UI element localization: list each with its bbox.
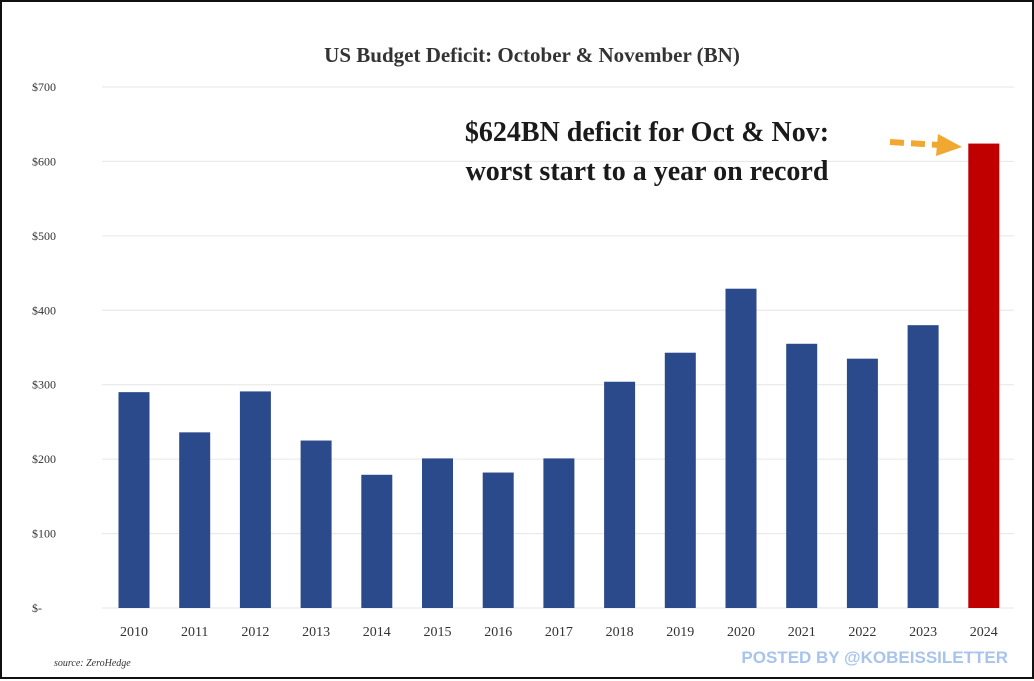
bar-2010 <box>118 392 150 608</box>
bar-2012 <box>239 391 271 608</box>
y-tick-label: $700 <box>32 80 56 94</box>
y-tick-label: $600 <box>32 154 56 168</box>
bar-2018 <box>604 381 636 608</box>
x-axis-ticks: 2010 2011 2012 2013 2014 2015 2016 2017 2018 2019… <box>120 625 998 640</box>
x-tick-label: 2016 <box>484 625 512 640</box>
x-tick-label: 2011 <box>181 625 208 640</box>
x-tick-label: 2017 <box>545 625 573 640</box>
bar-2013 <box>300 440 332 608</box>
bar-2022 <box>846 358 878 608</box>
x-tick-label: 2014 <box>363 625 391 640</box>
y-tick-label: $400 <box>32 303 56 317</box>
x-tick-label: 2018 <box>606 625 634 640</box>
x-tick-label: 2013 <box>302 625 330 640</box>
bar-2020 <box>725 288 757 608</box>
bar-2015 <box>422 458 453 608</box>
x-tick-label: 2012 <box>241 625 269 640</box>
bar-2016 <box>482 472 514 608</box>
x-tick-label: 2020 <box>727 625 755 640</box>
x-tick-label: 2019 <box>666 625 694 640</box>
x-tick-label: 2010 <box>120 625 148 640</box>
annotation-line-1: $624BN deficit for Oct & Nov: <box>465 117 829 148</box>
bar-2011 <box>179 432 211 608</box>
x-tick-label: 2024 <box>970 625 998 640</box>
y-tick-label: $300 <box>32 378 56 392</box>
x-tick-label: 2023 <box>909 625 937 640</box>
bar-2019 <box>664 352 696 608</box>
x-tick-label: 2022 <box>848 625 876 640</box>
chart-title: US Budget Deficit: October & November (B… <box>324 43 740 67</box>
bar-2023 <box>907 325 939 608</box>
y-tick-label: $100 <box>32 527 56 541</box>
bar-2014 <box>361 474 393 608</box>
x-tick-label: 2015 <box>424 625 452 640</box>
bars <box>118 143 1000 608</box>
y-axis-ticks: $- $100 $200 $300 $400 $500 $600 $700 <box>32 80 56 615</box>
bar-2017 <box>543 458 575 608</box>
bar-2021 <box>786 343 818 608</box>
bar-2024 <box>968 143 1000 608</box>
annotation-arrow-icon <box>889 134 962 156</box>
annotation-line-2: worst start to a year on record <box>466 156 829 187</box>
y-tick-label: $200 <box>32 452 56 466</box>
y-tick-label: $- <box>32 601 42 615</box>
y-tick-label: $500 <box>32 229 56 243</box>
source-note: source: ZeroHedge <box>54 658 131 669</box>
watermark: POSTED BY @KOBEISSILETTER <box>741 648 1008 667</box>
x-tick-label: 2021 <box>788 625 816 640</box>
annotation: $624BN deficit for Oct & Nov: worst star… <box>465 117 962 187</box>
